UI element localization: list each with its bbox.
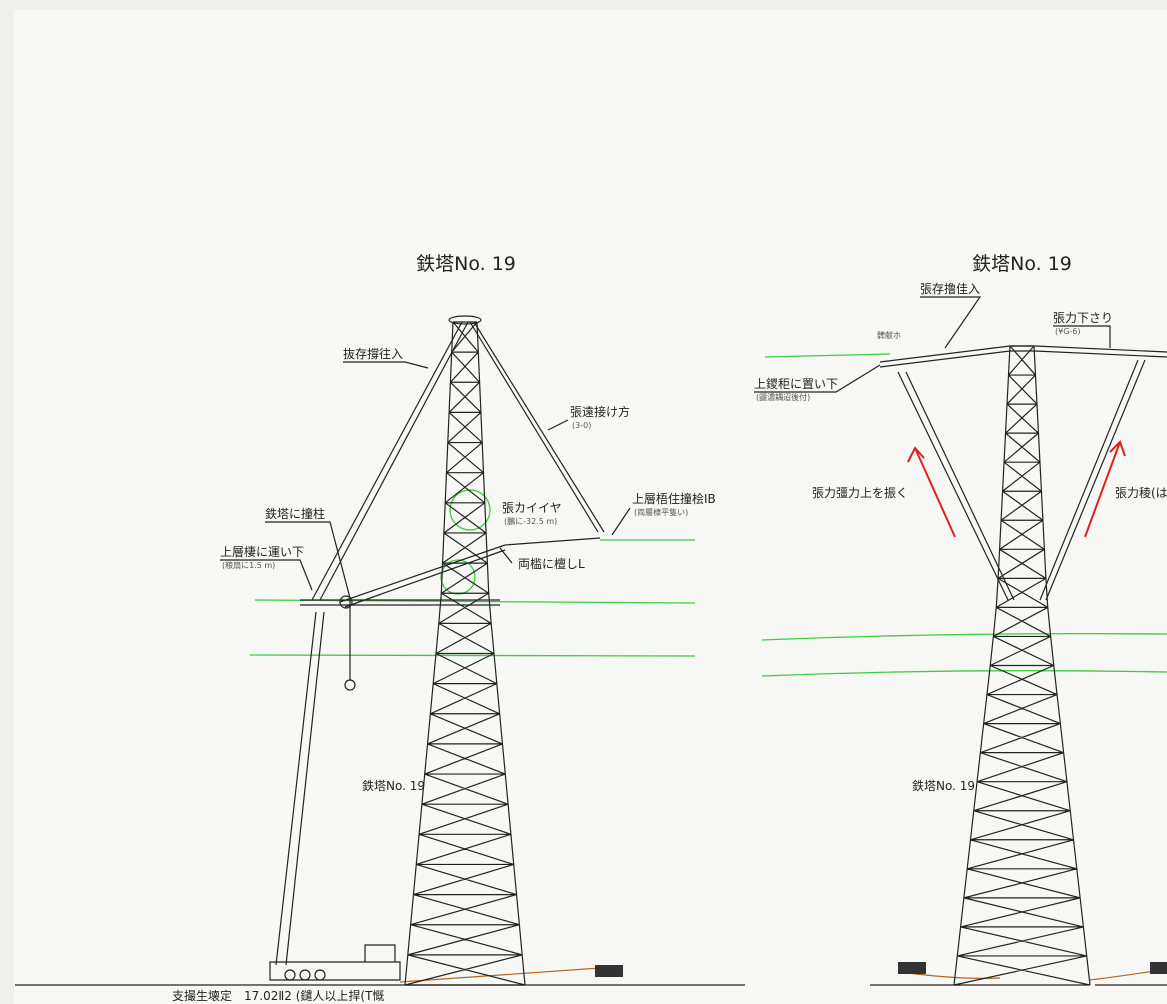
annotation: 髀献ホ [877, 330, 901, 340]
annotation: 鉄塔に撞柱 [265, 506, 325, 521]
annotation: 張遠接け方 [570, 404, 630, 419]
winch [595, 965, 623, 977]
annotation: 張力彊力上を振く [812, 486, 908, 500]
tower-label: 鉄塔No. 19 [362, 778, 425, 793]
annotation: 張力稜(は [1115, 486, 1167, 500]
sheet [14, 10, 1167, 1004]
annotation: 張存撸佳入 [920, 281, 980, 296]
annotation: 抜存撐往入 [343, 346, 403, 361]
annotation-note: (粮扇に1.5 m) [222, 560, 275, 570]
annotation: 上層梧住撞桧IB [632, 491, 716, 506]
winch [1150, 962, 1167, 974]
winch [898, 962, 926, 974]
annotation: 両槛に檀しL [518, 556, 585, 571]
annotation: 上層棲に運い下 [220, 545, 304, 559]
annotation-note: (3-0) [572, 421, 591, 430]
annotation: 張力下さり [1053, 311, 1113, 325]
drawing: 鉄塔No. 19 鉄塔No. 19 鉄塔No. 19 鉄塔No. 19 支撮生壊… [0, 0, 1167, 1004]
annotation: 上鑁秬に置い下 [754, 376, 838, 391]
annotation-note: (¥G-6) [1055, 327, 1081, 336]
title: 鉄塔No. 19 [972, 253, 1072, 275]
title: 鉄塔No. 19 [416, 253, 516, 275]
annotation-note: (鵬に-32.5 m) [504, 516, 557, 526]
tower-label: 鉄塔No. 19 [912, 778, 975, 793]
annotation-note: (両層棣平隻い) [634, 507, 688, 517]
annotation: 張カイイヤ [502, 501, 562, 515]
annotation-note: (鼴濃耦迢後付) [756, 392, 810, 402]
footer: 支撮生壊定 17.02Ⅱ2 (鑓人以上捍(T慨 [172, 988, 384, 1003]
